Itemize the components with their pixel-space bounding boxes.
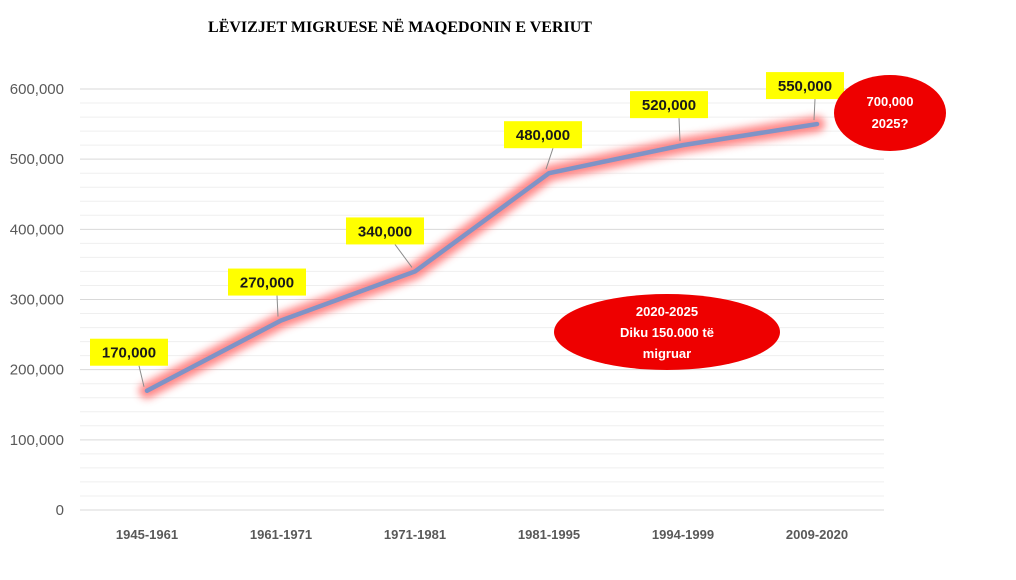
y-tick-label: 0: [56, 502, 64, 519]
x-axis: 1945-1961 1961-1971 1971-1981 1981-1995 1994…: [116, 527, 848, 542]
leader-line: [678, 118, 681, 142]
leader-line: [138, 365, 145, 387]
data-label-bg: [90, 338, 168, 366]
annotation-text: Diku 150.000 të: [620, 325, 714, 340]
series: [139, 116, 825, 399]
x-tick-label: 1971-1981: [384, 527, 446, 542]
annotation-ellipse: [834, 75, 946, 151]
leader-line: [545, 148, 554, 170]
x-tick-label: 1945-1961: [116, 527, 178, 542]
x-tick-label: 1981-1995: [518, 527, 580, 542]
leader-line: [276, 295, 279, 317]
data-label-bg: [346, 217, 424, 245]
series-line: [144, 121, 820, 393]
data-labels: 170,000 270,000 340,000 480,000 520,000 550,0…: [90, 72, 844, 387]
y-tick-label: 100,000: [10, 432, 64, 449]
data-label: 270,000: [240, 275, 294, 292]
data-label: 170,000: [102, 345, 156, 362]
y-tick-label: 500,000: [10, 151, 64, 168]
x-tick-label: 2009-2020: [786, 527, 848, 542]
annotation-text: 700,000: [867, 94, 914, 109]
x-tick-label: 1961-1971: [250, 527, 312, 542]
y-tick-label: 600,000: [10, 81, 64, 98]
y-tick-label: 400,000: [10, 221, 64, 238]
x-tick-label: 1994-1999: [652, 527, 714, 542]
y-axis: 0 100,000 200,000 300,000 400,000 500,000 600,…: [10, 81, 64, 519]
data-label-bg: [766, 72, 844, 100]
y-tick-label: 300,000: [10, 292, 64, 309]
annotation-ellipse: [554, 294, 780, 370]
data-label: 480,000: [516, 127, 570, 144]
y-tick-label: 200,000: [10, 362, 64, 379]
data-label: 550,000: [778, 78, 832, 95]
annotation-2020-2025: 2020-2025 Diku 150.000 të migruar: [554, 294, 780, 370]
data-label: 340,000: [358, 223, 412, 240]
leader-line: [394, 244, 413, 268]
annotation-700000-2025: 700,000 2025?: [834, 75, 946, 151]
annotation-text: 2025?: [872, 116, 909, 131]
annotation-text: migruar: [643, 346, 691, 361]
data-label-bg: [630, 91, 708, 119]
chart-title: LËVIZJET MIGRUESE NË MAQEDONIN E VERIUT: [208, 18, 592, 36]
data-label-bg: [504, 121, 582, 149]
leader-line: [813, 99, 816, 121]
annotation-text: 2020-2025: [636, 304, 698, 319]
data-label-bg: [228, 268, 306, 296]
gridlines: [80, 88, 884, 511]
data-label: 520,000: [642, 97, 696, 114]
